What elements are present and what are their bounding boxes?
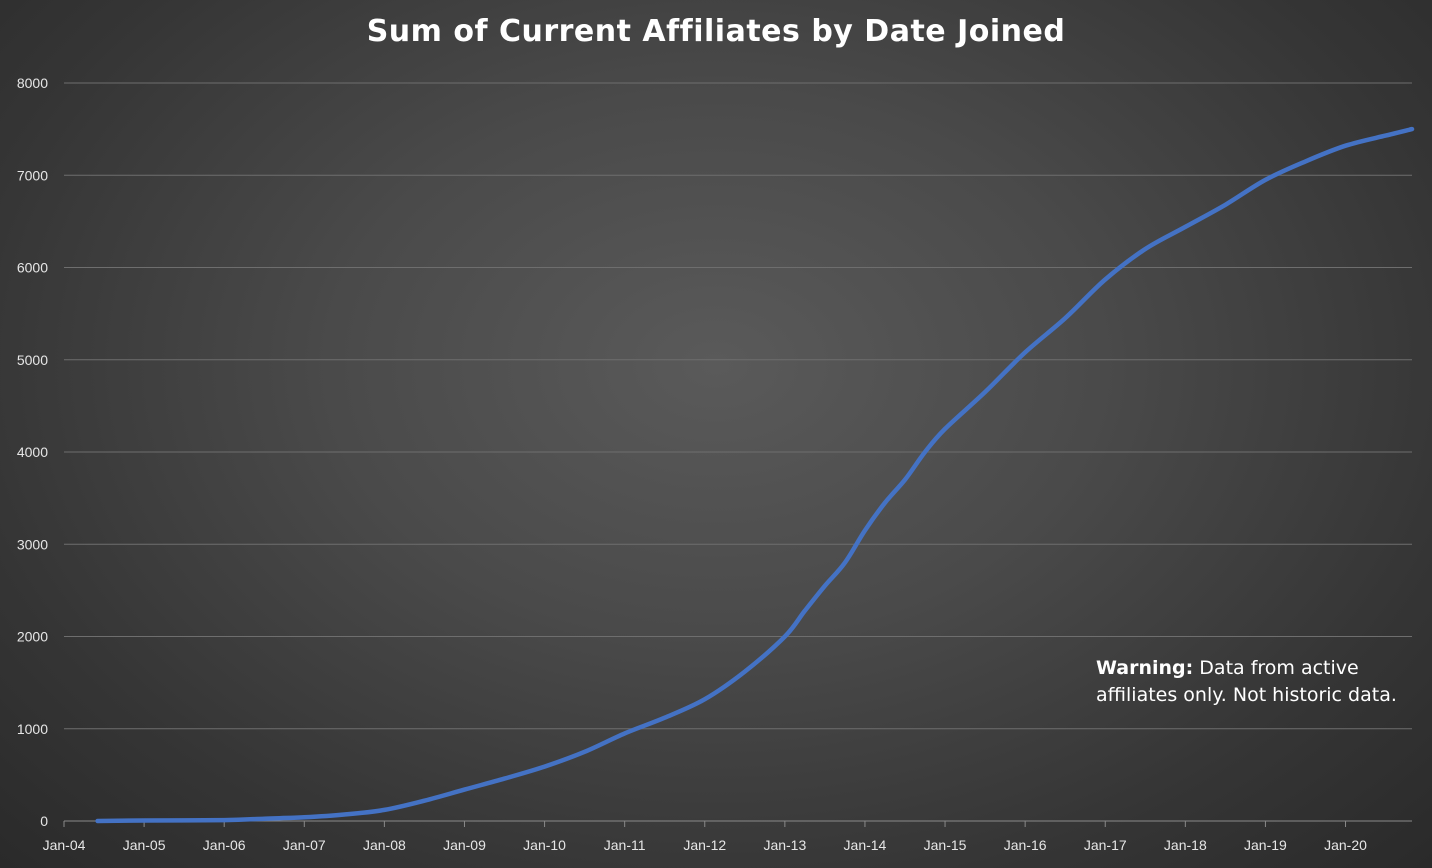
x-tick-label: Jan-10 xyxy=(523,837,566,853)
y-tick-label: 1000 xyxy=(17,721,48,737)
y-tick-label: 3000 xyxy=(17,536,48,552)
y-tick-label: 2000 xyxy=(17,629,48,645)
warning-annotation: Warning: Data from active affiliates onl… xyxy=(1096,655,1416,709)
x-tick-label: Jan-07 xyxy=(283,837,326,853)
x-tick-label: Jan-08 xyxy=(363,837,406,853)
x-tick-label: Jan-14 xyxy=(844,837,887,853)
x-tick-label: Jan-04 xyxy=(43,837,86,853)
x-tick-label: Jan-11 xyxy=(604,837,646,853)
x-tick-label: Jan-16 xyxy=(1004,837,1047,853)
x-tick-label: Jan-05 xyxy=(123,837,166,853)
y-tick-label: 8000 xyxy=(17,75,48,91)
x-tick-label: Jan-13 xyxy=(763,837,806,853)
x-tick-label: Jan-18 xyxy=(1164,837,1207,853)
warning-label: Warning: xyxy=(1096,657,1193,679)
x-tick-label: Jan-20 xyxy=(1324,837,1367,853)
y-tick-label: 6000 xyxy=(17,260,48,276)
x-tick-label: Jan-12 xyxy=(683,837,726,853)
x-tick-label: Jan-17 xyxy=(1084,837,1127,853)
y-tick-label: 0 xyxy=(40,813,48,829)
x-tick-label: Jan-15 xyxy=(924,837,967,853)
y-tick-label: 5000 xyxy=(17,352,48,368)
x-tick-label: Jan-19 xyxy=(1244,837,1287,853)
series-line-0 xyxy=(98,129,1412,821)
y-tick-label: 7000 xyxy=(17,167,48,183)
x-tick-label: Jan-06 xyxy=(203,837,246,853)
x-tick-label: Jan-09 xyxy=(443,837,486,853)
y-tick-label: 4000 xyxy=(17,444,48,460)
